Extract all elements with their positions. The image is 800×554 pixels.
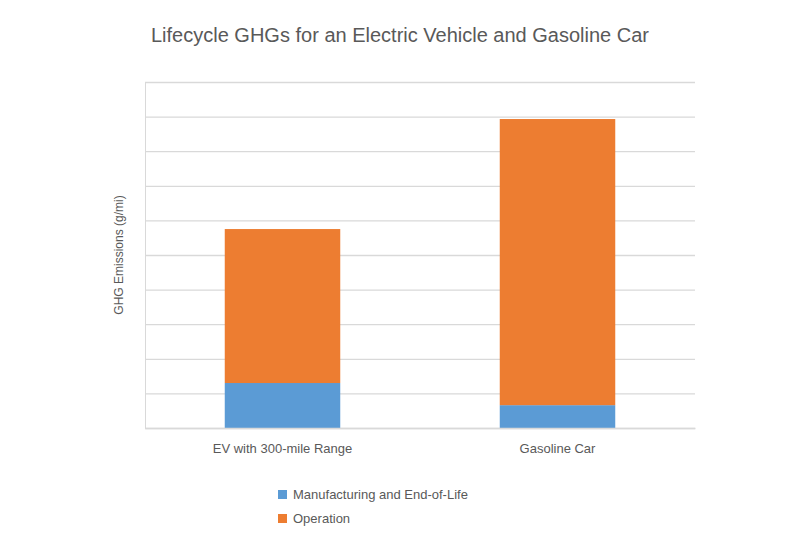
legend: Manufacturing and End-of-Life Operation (278, 487, 468, 526)
grid-line (145, 82, 695, 83)
y-tick (145, 82, 695, 83)
bar-segment (500, 405, 616, 428)
bar-segment (500, 119, 616, 405)
x-axis-line (146, 428, 696, 429)
bar-segment (225, 229, 341, 383)
legend-label: Manufacturing and End-of-Life (293, 487, 468, 502)
y-tick (145, 428, 695, 429)
y-tick (145, 117, 695, 118)
bars (225, 119, 616, 428)
legend-item: Operation (278, 511, 350, 526)
bar-segment (225, 383, 341, 428)
x-tick-label: Gasoline Car (520, 441, 597, 456)
y-axis-title: GHG Emissions (g/mi) (112, 195, 126, 314)
x-tick-label: EV with 300-mile Range (213, 441, 352, 456)
grid-line (145, 428, 695, 429)
x-tick: Gasoline Car (520, 441, 597, 456)
legend-swatch (278, 490, 287, 499)
legend-label: Operation (293, 511, 350, 526)
grid-line (145, 116, 695, 117)
x-axis: EV with 300-mile Range Gasoline Car (146, 429, 696, 457)
title: Lifecycle GHGs for an Electric Vehicle a… (151, 24, 649, 46)
x-tick: EV with 300-mile Range (213, 441, 352, 456)
y-axis (145, 83, 695, 429)
legend-item: Manufacturing and End-of-Life (278, 487, 468, 502)
y-axis-line (146, 83, 696, 429)
chart: EV with 300-mile Range Gasoline Car Lifecy… (0, 0, 800, 554)
legend-swatch (278, 514, 287, 523)
